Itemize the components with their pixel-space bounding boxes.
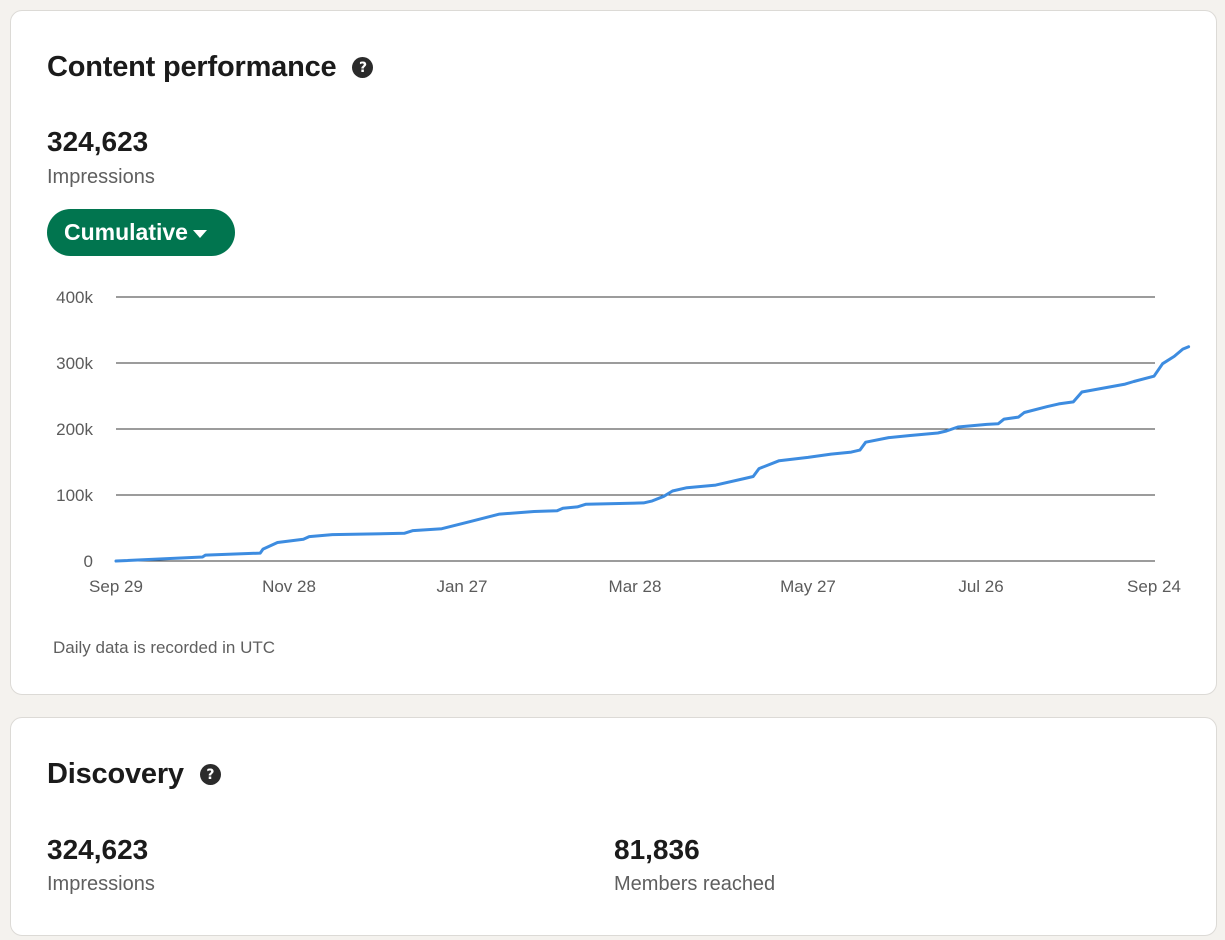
- utc-footnote: Daily data is recorded in UTC: [53, 638, 276, 657]
- question-circle-icon[interactable]: ?: [199, 764, 221, 785]
- members-reached-label: Members reached: [614, 873, 776, 895]
- members-reached-value: 81,836: [614, 834, 700, 865]
- content-performance-card: Content performance ? 324,623 Impression…: [10, 10, 1217, 695]
- x-axis-ticks: Sep 29 Nov 28 Jan 27 Mar 28 May 27 Jul 26 Sep …: [89, 577, 1181, 596]
- impressions-value: 324,623: [47, 126, 149, 157]
- content-performance-heading: Content performance ?: [47, 51, 374, 84]
- x-tick-label: Mar 28: [609, 577, 662, 596]
- y-tick-label: 200k: [56, 420, 93, 439]
- x-tick-label: Sep 29: [89, 577, 143, 596]
- cumulative-label: Cumulative: [64, 219, 188, 245]
- y-tick-label: 0: [84, 552, 93, 571]
- discovery-impressions-label: Impressions: [47, 873, 155, 895]
- y-tick-label: 300k: [56, 354, 93, 373]
- caret-down-icon: [192, 229, 207, 238]
- question-circle-icon[interactable]: ?: [352, 57, 374, 78]
- discovery-card: Discovery ? 324,623 Impressions 81,836 M…: [10, 717, 1217, 936]
- chart-grid: [116, 296, 1155, 562]
- y-tick-label: 400k: [56, 288, 93, 307]
- impressions-series-line: [114, 345, 1191, 563]
- cumulative-dropdown-button[interactable]: Cumulative: [47, 209, 235, 256]
- x-tick-label: Sep 24: [1127, 577, 1181, 596]
- x-tick-label: Jan 27: [436, 577, 487, 596]
- content-performance-title: Content performance: [47, 51, 337, 83]
- x-tick-label: Nov 28: [262, 577, 316, 596]
- y-tick-label: 100k: [56, 486, 93, 505]
- discovery-title: Discovery: [47, 758, 184, 790]
- y-axis-ticks: 0 100k 200k 300k 400k: [56, 288, 93, 571]
- impressions-chart: 0 100k 200k 300k 400k Sep 29 Nov 28 Jan 27 Mar …: [56, 288, 1191, 596]
- discovery-heading: Discovery ?: [47, 758, 221, 791]
- x-tick-label: Jul 26: [958, 577, 1003, 596]
- discovery-impressions-value: 324,623: [47, 834, 149, 865]
- x-tick-label: May 27: [780, 577, 836, 596]
- impressions-label: Impressions: [47, 166, 155, 188]
